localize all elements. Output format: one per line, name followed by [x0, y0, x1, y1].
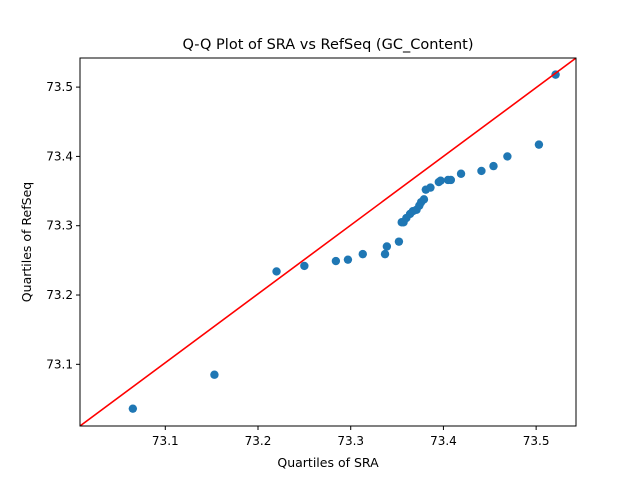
- data-point-1: [210, 370, 219, 379]
- x-axis-label: Quartiles of SRA: [277, 455, 379, 470]
- data-point-18: [419, 195, 429, 204]
- data-point-7: [380, 249, 390, 259]
- data-point-28: [503, 152, 512, 161]
- data-point-24: [446, 175, 456, 185]
- y-axis-label: Quartiles of RefSeq: [19, 182, 34, 302]
- y-tick-label-3: 73.4: [46, 149, 73, 163]
- data-point-22: [436, 176, 445, 185]
- reference-line: [80, 58, 576, 426]
- x-axis: 73.1 73.2 73.3 73.4 73.5: [152, 426, 550, 448]
- y-tick-label-0: 73.1: [46, 357, 73, 371]
- data-point-9: [394, 237, 404, 246]
- x-tick-label-4: 73.5: [523, 434, 550, 448]
- y-axis: 73.1 73.2 73.3 73.4 73.5: [46, 80, 80, 371]
- data-point-3: [300, 261, 309, 271]
- y-tick-label-2: 73.3: [46, 219, 73, 233]
- data-point-29: [534, 140, 544, 149]
- data-point-20: [426, 183, 435, 192]
- plot-frame: [79, 57, 577, 427]
- y-tick-label-4: 73.5: [46, 80, 73, 94]
- chart-title: Q-Q Plot of SRA vs RefSeq (GC_Content): [182, 37, 473, 53]
- data-point-5: [343, 255, 353, 264]
- data-point-2: [272, 267, 281, 276]
- data-point-6: [358, 249, 367, 259]
- data-point-27: [489, 161, 498, 171]
- data-point-4: [331, 256, 341, 266]
- data-point-0: [128, 404, 138, 413]
- data-point-26: [477, 166, 486, 176]
- x-tick-label-0: 73.1: [152, 434, 179, 448]
- x-tick-label-3: 73.4: [430, 434, 457, 448]
- data-point-8: [382, 242, 392, 251]
- data-point-25: [456, 169, 466, 178]
- plot-area: [80, 58, 576, 426]
- x-tick-label-2: 73.3: [337, 434, 364, 448]
- x-tick-label-1: 73.2: [245, 434, 272, 448]
- y-tick-label-1: 73.2: [46, 288, 73, 302]
